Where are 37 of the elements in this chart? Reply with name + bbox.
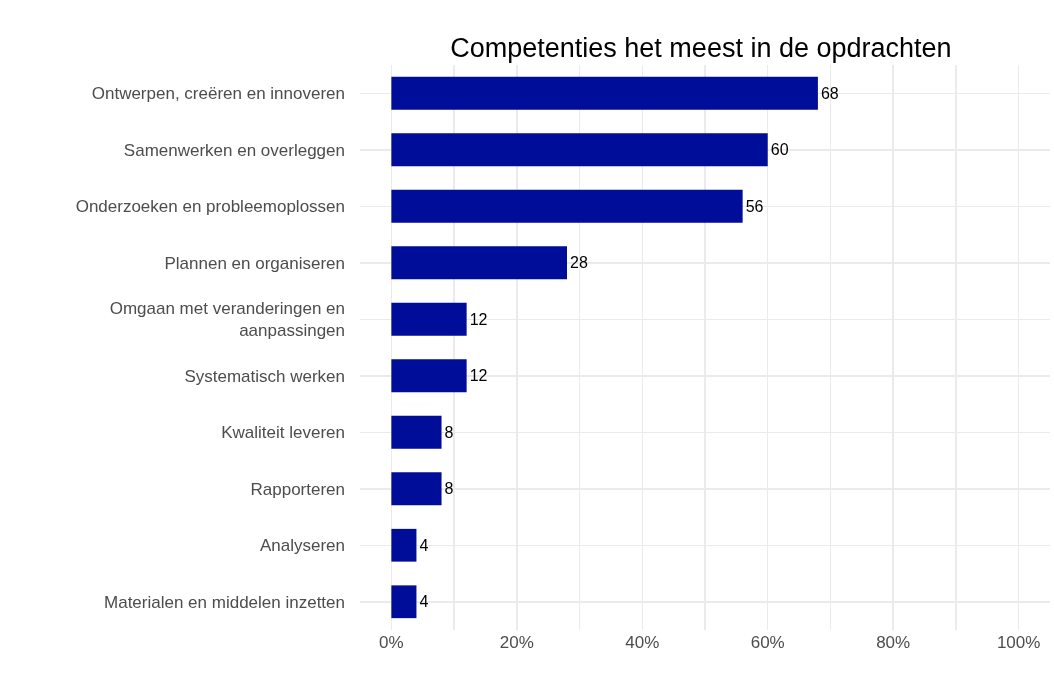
data-label: 60 [770, 141, 789, 159]
data-label: 28 [570, 254, 588, 272]
x-tick-label: 100% [996, 633, 1041, 652]
bar [391, 302, 467, 336]
bar [391, 189, 743, 223]
bar [391, 76, 818, 110]
x-tick-label: 0% [379, 633, 404, 652]
data-label: 8 [444, 423, 454, 441]
x-tick-label: 80% [876, 633, 911, 652]
x-tick-label: 20% [499, 633, 534, 652]
data-label: 4 [419, 593, 429, 611]
bar [391, 359, 467, 393]
data-label: 56 [745, 197, 764, 215]
data-label: 68 [820, 84, 839, 102]
y-tick-label: Rapporteren [250, 479, 345, 499]
bar [391, 133, 768, 167]
data-label: 4 [419, 536, 429, 554]
data-label: 12 [469, 367, 488, 385]
x-tick-label: 60% [750, 633, 785, 652]
y-tick-label: Samenwerken en overleggen [123, 140, 345, 160]
y-tick-label: Analyseren [259, 536, 345, 556]
data-label: 8 [444, 480, 454, 498]
y-tick-label: Onderzoeken en probleemoplossen [75, 197, 345, 217]
x-tick-label: 40% [625, 633, 660, 652]
bar [391, 528, 417, 562]
y-tick-label: Omgaan met veranderingen en aanpassingen [109, 299, 345, 341]
y-tick-label: Kwaliteit leveren [221, 423, 345, 443]
y-tick-label: Systematisch werken [184, 366, 345, 386]
y-tick-label: Ontwerpen, creëren en innoveren [91, 84, 345, 104]
y-tick-label: Materialen en middelen inzetten [104, 592, 345, 612]
data-label: 12 [469, 310, 488, 328]
bar [391, 415, 442, 449]
bar [391, 246, 567, 280]
bar [391, 585, 417, 619]
y-tick-label: Plannen en organiseren [164, 253, 345, 273]
chart-title: Competenties het meest in de opdrachten [450, 32, 952, 63]
bar [391, 472, 442, 506]
